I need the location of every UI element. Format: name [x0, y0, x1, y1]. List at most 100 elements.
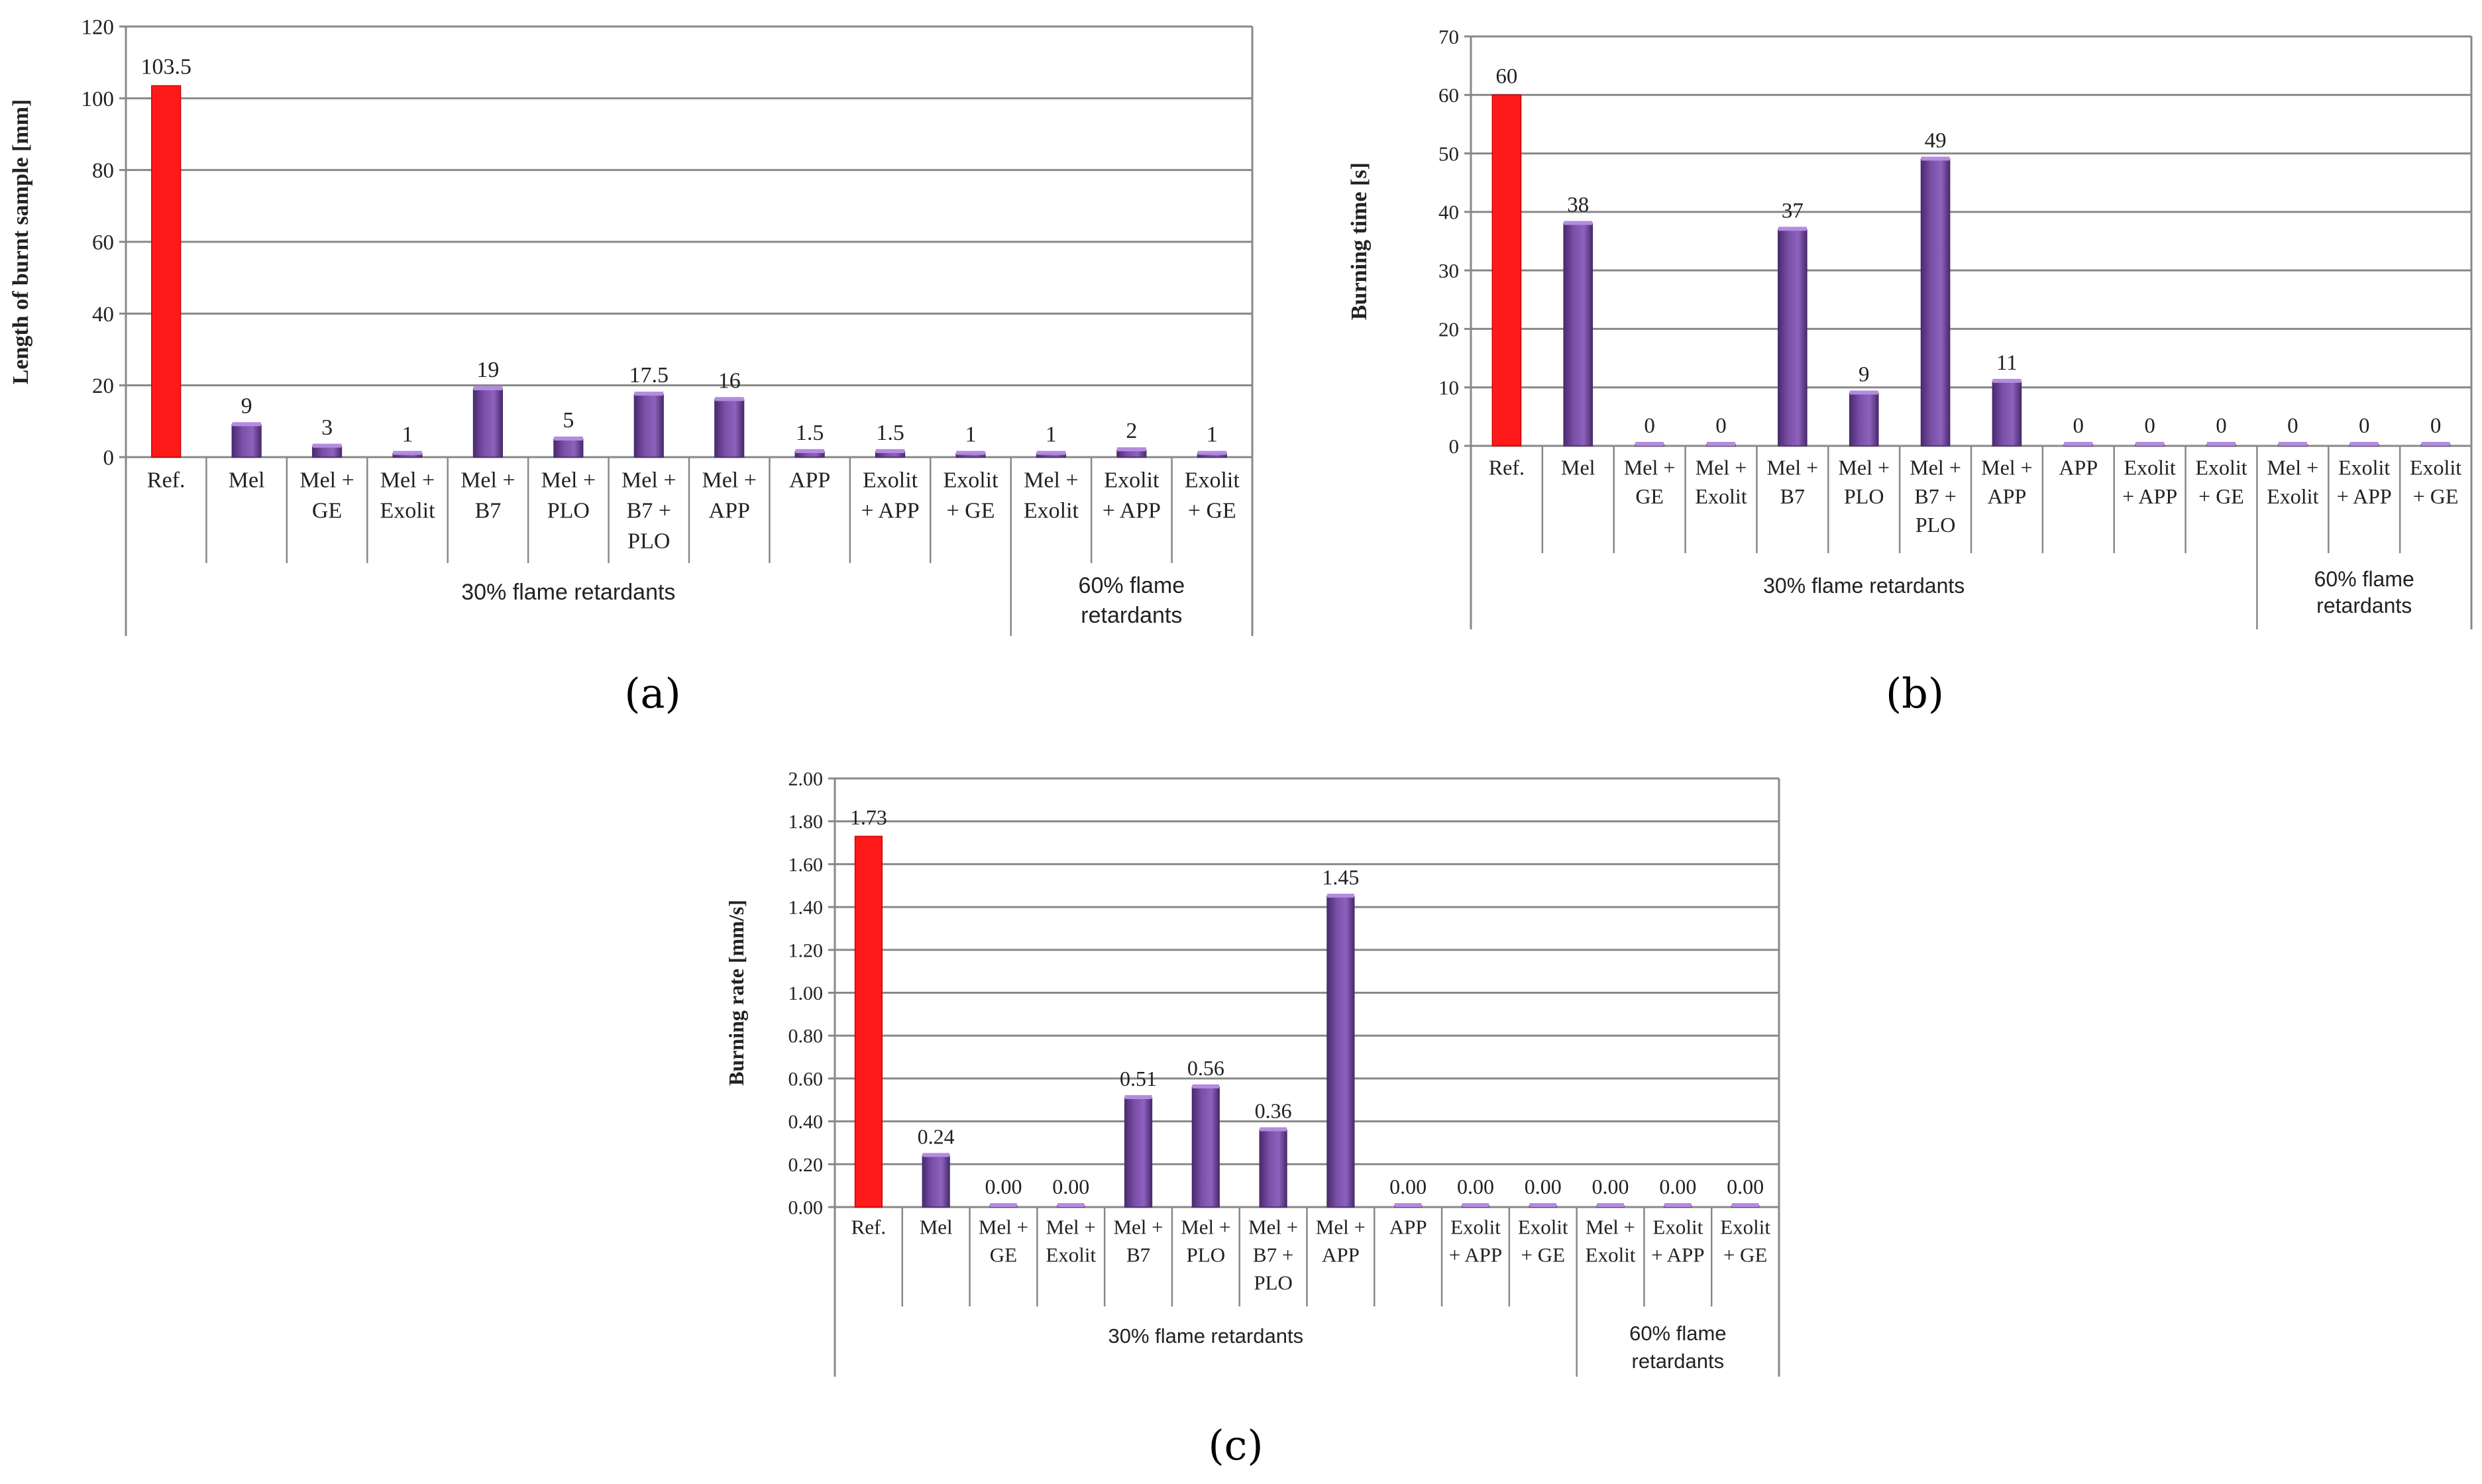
y-tick-label: 40 — [92, 303, 114, 327]
value-label: 1.5 — [876, 421, 904, 445]
category-label: Exolit + GE — [1720, 1216, 1770, 1267]
bar-sample — [714, 399, 745, 458]
value-label: 16 — [718, 368, 741, 393]
bar-top-bevel — [1260, 1127, 1287, 1132]
value-label: 17.5 — [629, 363, 669, 388]
value-label: 0 — [2073, 414, 2084, 438]
category-label: Mel + GE — [1624, 456, 1676, 508]
category-label: Mel + Exolit — [1586, 1216, 1636, 1267]
y-tick-label: 0 — [1449, 435, 1460, 458]
chart-c: 0.00 0.20 0.40 0.60 0.80 1.00 1.20 1.40 1.60 1.80… — [722, 749, 1849, 1411]
bar-top-bevel — [1529, 1203, 1557, 1207]
category-label: APP — [2059, 456, 2098, 480]
bar-top-bevel — [2206, 442, 2236, 446]
value-label: 1 — [965, 423, 977, 447]
group-label: 60% flame retardants — [1079, 573, 1185, 628]
value-label: 1.5 — [796, 421, 824, 445]
bar-top-bevel — [1731, 1203, 1759, 1207]
y-tick-label: 1.20 — [788, 939, 824, 961]
value-label: 0.24 — [918, 1124, 955, 1148]
value-label: 0.00 — [1727, 1175, 1764, 1198]
category-label: Mel + B7 — [460, 468, 515, 523]
bar-top-bevel — [1921, 156, 1950, 161]
value-label: 3 — [321, 415, 333, 440]
value-label: 9 — [241, 394, 252, 418]
bar-top-bevel — [1849, 390, 1878, 395]
bar-sample — [633, 394, 664, 458]
category-label: Exolit + GE — [2195, 456, 2247, 508]
category-label: Mel — [1561, 456, 1595, 480]
category-label: Mel + B7 + PLO — [621, 468, 676, 554]
category-label: APP — [1389, 1216, 1427, 1239]
y-axis-title: Burning time [s] — [1347, 162, 1372, 320]
y-tick-label: 100 — [81, 87, 115, 111]
bar-top-bevel — [1036, 450, 1066, 455]
bar-top-bevel — [312, 443, 342, 448]
y-tick-label: 2.00 — [788, 768, 824, 790]
group-label: 30% flame retardants — [1763, 574, 1965, 598]
bar-sample — [1259, 1129, 1287, 1208]
category-label: Exolit + APP — [1103, 468, 1161, 523]
value-label: 0.56 — [1187, 1056, 1224, 1080]
category-label: Exolit + GE — [2410, 456, 2461, 508]
bar-top-bevel — [2135, 442, 2165, 446]
category-label: Mel + Exolit — [2267, 456, 2318, 508]
bar-top-bevel — [1192, 1084, 1220, 1088]
chart-a-svg: 0 20 40 60 80 100 120 Length of burnt sample [m… — [9, 16, 1254, 636]
value-label: 0.00 — [1525, 1175, 1562, 1198]
category-label: Exolit + APP — [2337, 456, 2392, 508]
category-label: Exolit + APP — [1449, 1216, 1502, 1267]
bar-top-bevel — [2349, 442, 2379, 446]
y-tick-label: 1.80 — [788, 811, 824, 833]
bar-top-bevel — [1664, 1203, 1692, 1207]
y-tick-label: 10 — [1438, 376, 1459, 399]
bar-top-bevel — [1124, 1095, 1152, 1100]
value-label: 0.00 — [1052, 1175, 1089, 1198]
bar-sample — [1191, 1086, 1220, 1208]
value-label: 1.45 — [1322, 865, 1359, 889]
chart-c-caption: (c) — [1208, 1421, 1264, 1469]
bar-top-bevel — [1462, 1203, 1489, 1207]
group-label: 60% flame retardants — [2314, 567, 2414, 617]
category-label: Mel + PLO — [541, 468, 596, 523]
bar-top-bevel — [922, 1153, 950, 1157]
value-label: 49 — [1925, 129, 1947, 152]
group-label: 30% flame retardants — [461, 580, 675, 605]
category-label: Exolit + GE — [1518, 1216, 1568, 1267]
bar-sample — [1326, 896, 1355, 1208]
bar-sample — [1849, 392, 1879, 447]
value-label: 0.51 — [1120, 1067, 1157, 1090]
bar-top-bevel — [232, 422, 261, 427]
category-label: Mel + APP — [1981, 456, 2033, 508]
category-label: Mel + GE — [299, 468, 354, 523]
category-label: Mel + B7 — [1113, 1216, 1163, 1267]
category-label: Ref. — [147, 468, 186, 493]
y-tick-label: 20 — [1438, 317, 1459, 341]
value-label: 0.36 — [1255, 1099, 1292, 1123]
bar-reference — [1491, 94, 1522, 447]
bar-top-bevel — [1635, 442, 1664, 446]
y-axis-title: Burning rate [mm/s] — [724, 900, 748, 1086]
group-label: 60% flame retardants — [1629, 1322, 1726, 1373]
y-tick-label: 0.40 — [788, 1111, 824, 1133]
category-label: Exolit + APP — [861, 468, 919, 523]
y-tick-label: 0.80 — [788, 1026, 824, 1047]
bar-top-bevel — [1706, 442, 1736, 446]
value-label: 0.00 — [1457, 1175, 1494, 1198]
value-label: 103.5 — [140, 54, 191, 79]
category-label: Exolit + GE — [1185, 468, 1240, 523]
y-tick-label: 120 — [81, 16, 115, 40]
value-label: 0 — [2430, 414, 2442, 438]
bar-top-bevel — [1057, 1203, 1085, 1207]
value-label: 0 — [2144, 414, 2155, 438]
y-tick-label: 0 — [103, 447, 115, 470]
value-label: 37 — [1782, 199, 1804, 223]
chart-a: 0 20 40 60 80 100 120 Length of burnt sample [m… — [0, 0, 1259, 649]
category-label: Mel + PLO — [1838, 456, 1890, 508]
bar-sample — [1124, 1097, 1153, 1208]
category-label: Mel + PLO — [1181, 1216, 1230, 1267]
value-label: 1 — [1046, 423, 1057, 447]
y-tick-label: 50 — [1438, 142, 1459, 165]
bar-top-bevel — [634, 392, 664, 396]
category-label: Mel + APP — [702, 468, 756, 523]
